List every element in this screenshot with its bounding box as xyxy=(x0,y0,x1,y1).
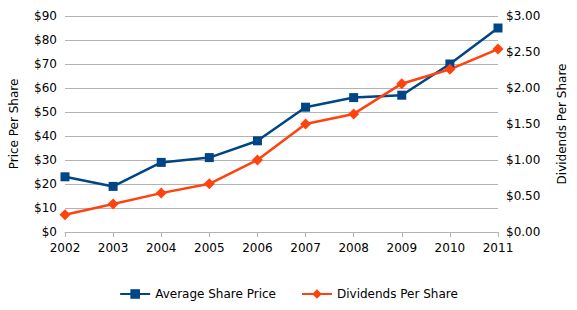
svg-text:2004: 2004 xyxy=(146,241,177,255)
svg-text:$70: $70 xyxy=(34,57,57,71)
svg-text:$0.00: $0.00 xyxy=(506,225,540,239)
svg-text:Price Per Share: Price Per Share xyxy=(7,79,21,170)
svg-text:$1.50: $1.50 xyxy=(506,117,540,131)
svg-text:2009: 2009 xyxy=(387,241,418,255)
svg-text:Dividends Per Share: Dividends Per Share xyxy=(555,64,569,185)
svg-text:$2.00: $2.00 xyxy=(506,81,540,95)
svg-text:2006: 2006 xyxy=(242,241,273,255)
svg-text:$10: $10 xyxy=(34,201,57,215)
svg-text:$30: $30 xyxy=(34,153,57,167)
svg-text:$20: $20 xyxy=(34,177,57,191)
svg-text:2002: 2002 xyxy=(50,241,81,255)
svg-text:$0.50: $0.50 xyxy=(506,189,540,203)
svg-text:$3.00: $3.00 xyxy=(506,9,540,23)
svg-text:$90: $90 xyxy=(34,9,57,23)
svg-text:$80: $80 xyxy=(34,33,57,47)
svg-text:$1.00: $1.00 xyxy=(506,153,540,167)
svg-text:$50: $50 xyxy=(34,105,57,119)
svg-text:Average Share Price: Average Share Price xyxy=(155,287,276,301)
svg-text:2007: 2007 xyxy=(290,241,321,255)
svg-text:$2.50: $2.50 xyxy=(506,45,540,59)
svg-text:2003: 2003 xyxy=(98,241,129,255)
svg-text:2011: 2011 xyxy=(483,241,514,255)
svg-text:2008: 2008 xyxy=(338,241,369,255)
svg-text:Dividends Per Share: Dividends Per Share xyxy=(337,287,458,301)
svg-text:$40: $40 xyxy=(34,129,57,143)
svg-text:2005: 2005 xyxy=(194,241,225,255)
svg-text:$60: $60 xyxy=(34,81,57,95)
svg-text:$0: $0 xyxy=(42,225,57,239)
svg-text:2010: 2010 xyxy=(435,241,466,255)
